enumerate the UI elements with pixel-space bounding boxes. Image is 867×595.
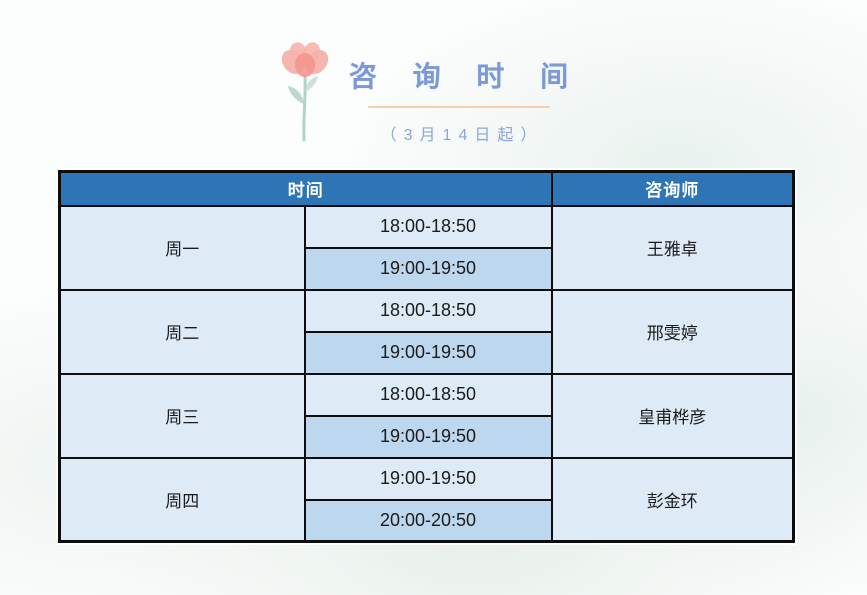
time-slot-cell: 18:00-18:50 xyxy=(303,204,553,249)
time-slot-cell: 20:00-20:50 xyxy=(303,498,553,543)
time-slot-cell: 19:00-19:50 xyxy=(303,456,553,501)
page-subtitle: （3月14日起） xyxy=(380,127,544,144)
time-slot-cell: 19:00-19:50 xyxy=(303,414,553,459)
table-row: 19:00-19:50 xyxy=(60,414,794,459)
day-cell-thursday: 周四 xyxy=(58,456,306,543)
table-row: 周三 18:00-18:50 皇甫桦彦 xyxy=(58,372,795,459)
consultant-cell: 皇甫桦彦 xyxy=(550,372,795,459)
consultant-cell: 彭金环 xyxy=(550,456,795,543)
day-cell-monday: 周一 xyxy=(58,204,306,291)
time-slot-cell: 18:00-18:50 xyxy=(303,288,553,333)
table-row: 19:00-19:50 xyxy=(60,330,794,375)
column-header-consultant: 咨询师 xyxy=(550,170,795,207)
schedule-table: 时间 咨询师 周一 18:00-18:50 王雅卓 19:00-19:50 周二… xyxy=(58,170,795,543)
title-underline xyxy=(367,106,550,108)
time-slot-cell: 19:00-19:50 xyxy=(303,330,553,375)
table-row: 20:00-20:50 xyxy=(60,498,794,543)
time-slot-cell: 19:00-19:50 xyxy=(303,246,553,291)
column-header-time: 时间 xyxy=(58,170,553,207)
consultant-cell: 邢雯婷 xyxy=(550,288,795,375)
schedule-table-container: 时间 咨询师 周一 18:00-18:50 王雅卓 19:00-19:50 周二… xyxy=(58,170,795,543)
day-cell-wednesday: 周三 xyxy=(58,372,306,459)
flower-icon xyxy=(279,42,331,144)
page-header: 咨 询 时 间 （3月14日起） xyxy=(0,40,847,145)
table-row: 周二 18:00-18:50 邢雯婷 xyxy=(58,288,795,375)
day-cell-tuesday: 周二 xyxy=(58,288,306,375)
page-title: 咨 询 时 间 xyxy=(348,61,583,92)
table-row: 19:00-19:50 xyxy=(60,246,794,291)
title-block: 咨 询 时 间 （3月14日起） xyxy=(349,40,568,145)
table-row: 周一 18:00-18:50 王雅卓 xyxy=(58,204,795,291)
consultant-cell: 王雅卓 xyxy=(550,204,795,291)
time-slot-cell: 18:00-18:50 xyxy=(303,372,553,417)
table-row: 周四 19:00-19:50 彭金环 xyxy=(58,456,795,543)
header-row: 时间 咨询师 xyxy=(58,170,795,207)
